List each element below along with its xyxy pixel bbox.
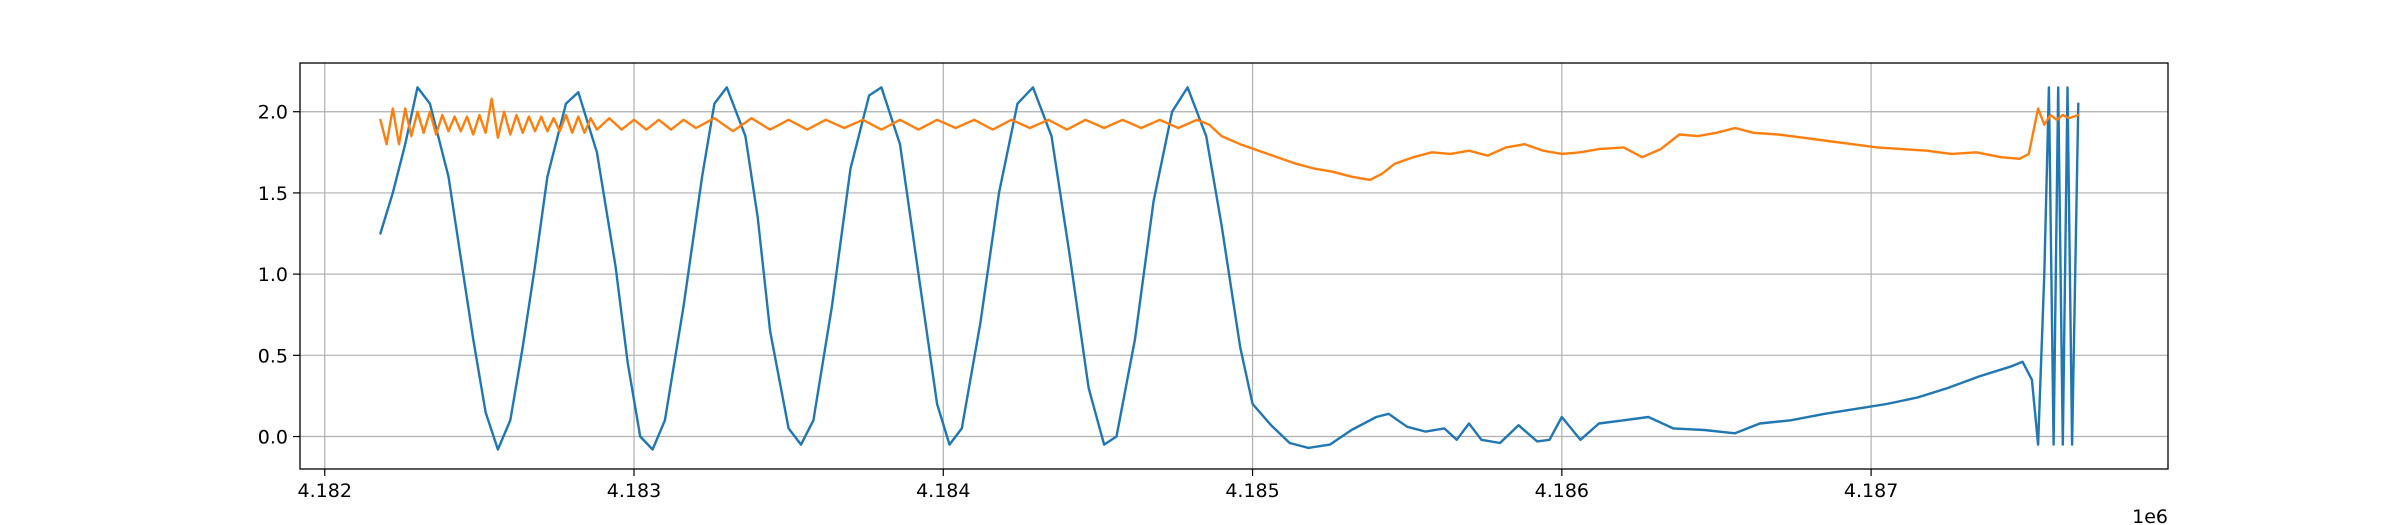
y-tick-label: 0.0 <box>258 427 288 449</box>
x-tick-label: 4.183 <box>607 480 661 502</box>
y-tick-label: 2.0 <box>258 102 288 124</box>
x-tick-label: 4.182 <box>298 480 352 502</box>
x-tick-label: 4.185 <box>1225 480 1279 502</box>
y-tick-label: 0.5 <box>258 345 288 367</box>
y-tick-label: 1.0 <box>258 264 288 286</box>
x-tick-label: 4.187 <box>1844 480 1898 502</box>
series-line-1 <box>379 86 2080 451</box>
y-tick-label: 1.5 <box>258 183 288 205</box>
axes-frame <box>299 62 2169 470</box>
x-tick-label: 4.186 <box>1535 480 1589 502</box>
x-tick-label: 4.184 <box>916 480 970 502</box>
tick-layer: 4.182 4.183 4.184 4.185 4.186 4.187 0.0 0.5 1.0 1… <box>258 102 1899 502</box>
series-line-2 <box>379 97 2080 182</box>
x-axis-offset-label: 1e6 <box>2132 506 2168 525</box>
grid-layer <box>300 63 2168 469</box>
series-layer <box>379 86 2080 451</box>
